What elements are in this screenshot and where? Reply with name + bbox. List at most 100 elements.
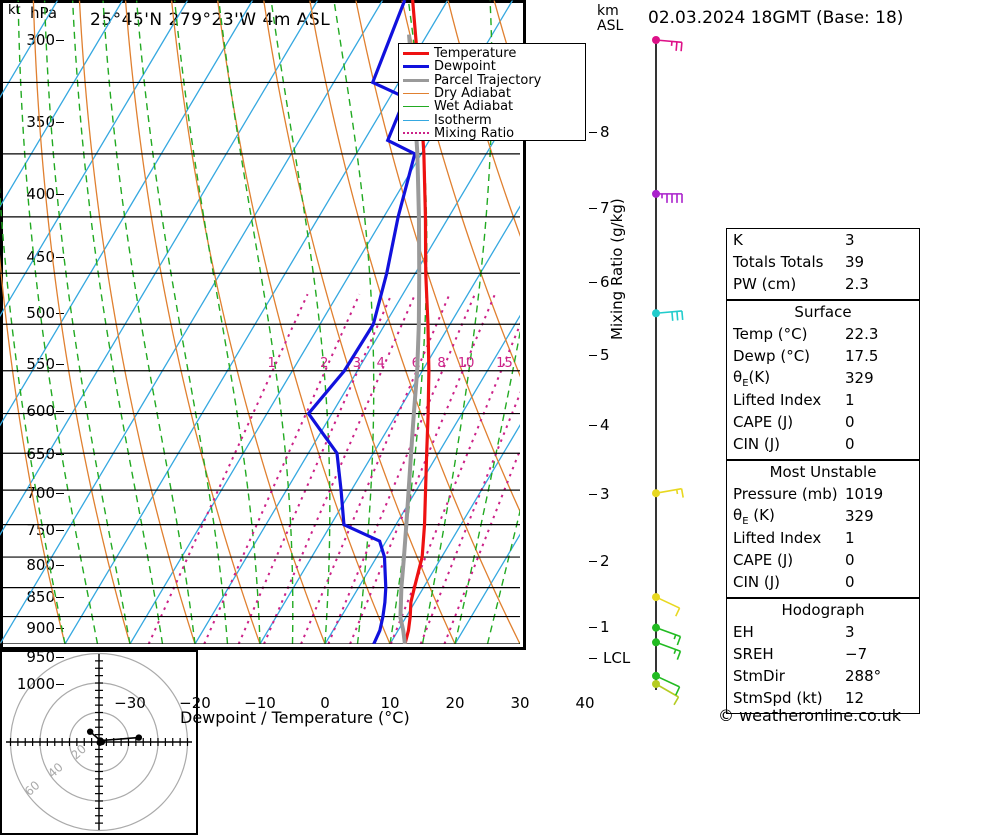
legend-swatch [403, 93, 429, 94]
height-tick [589, 561, 597, 562]
legend-swatch [403, 106, 429, 107]
info-key: Temp (°C) [733, 325, 845, 343]
info-value: 1019 [845, 485, 913, 503]
info-value: 329 [845, 369, 913, 387]
height-tick [589, 425, 597, 426]
info-row: θE (K)329 [727, 505, 919, 527]
hodograph-ring-label: 20 [68, 742, 89, 763]
info-key: EH [733, 623, 845, 641]
height-tick-label: 2 [600, 552, 610, 570]
info-value: 2.3 [845, 275, 913, 293]
legend-item: Mixing Ratio [403, 127, 581, 140]
info-key: K [733, 231, 845, 249]
mixing-ratio-line [421, 294, 520, 644]
wind-barb-column [620, 30, 710, 730]
legend-swatch [403, 132, 429, 134]
pressure-tick [56, 657, 64, 658]
wind-barb [652, 489, 683, 498]
info-key: CAPE (J) [733, 413, 845, 431]
info-row: CAPE (J)0 [727, 549, 919, 571]
info-value: 3 [845, 623, 913, 641]
height-tick [589, 282, 597, 283]
legend-label: Dewpoint [434, 60, 496, 73]
info-key: SREH [733, 645, 845, 663]
info-row: Dewp (°C)17.5 [727, 345, 919, 367]
legend-item: Isotherm [403, 113, 581, 126]
wet-adiabat-line [103, 0, 195, 644]
legend-swatch [403, 52, 429, 55]
info-value: 39 [845, 253, 913, 271]
dry-adiabat-line [79, 0, 195, 644]
legend-swatch [403, 79, 429, 82]
info-key: StmDir [733, 667, 845, 685]
hodograph-ring-label: 40 [45, 760, 66, 781]
mixing-ratio-label: 4 [377, 356, 385, 371]
legend-label: Mixing Ratio [434, 127, 514, 140]
legend-item: Parcel Trajectory [403, 74, 581, 87]
info-key: CIN (J) [733, 573, 845, 591]
info-row: CIN (J)0 [727, 433, 919, 455]
wet-adiabat-line [334, 0, 374, 644]
info-key: StmSpd (kt) [733, 689, 845, 707]
info-row: Temp (°C)22.3 [727, 323, 919, 345]
info-value: 3 [845, 231, 913, 249]
info-value: 329 [845, 507, 913, 525]
info-key: PW (cm) [733, 275, 845, 293]
date-time-header: 02.03.2024 18GMT (Base: 18) [648, 8, 903, 28]
temperature-tick-label: −30 [100, 694, 160, 712]
height-tick-label: 8 [600, 123, 610, 141]
hodograph-point [136, 734, 142, 740]
pressure-tick [56, 684, 64, 685]
height-tick-label: 3 [600, 485, 610, 503]
legend-item: Wet Adiabat [403, 100, 581, 113]
legend-swatch [403, 120, 429, 121]
mixing-ratio-label: 15 [496, 356, 513, 371]
info-row: PW (cm)2.3 [727, 273, 919, 295]
info-box-title: Hodograph [727, 599, 919, 621]
dry-adiabat-line [0, 0, 65, 644]
info-row: θE(K)329 [727, 367, 919, 389]
legend-label: Dry Adiabat [434, 87, 511, 100]
legend-item: Dewpoint [403, 60, 581, 73]
info-value: 0 [845, 551, 913, 569]
info-key: Lifted Index [733, 391, 845, 409]
info-box-title: Most Unstable [727, 461, 919, 483]
info-value: 17.5 [845, 347, 913, 365]
lcl-tick [589, 658, 597, 659]
height-tick-label: 1 [600, 618, 610, 636]
height-tick [589, 627, 597, 628]
mixing-ratio-line [149, 294, 308, 644]
height-tick [589, 494, 597, 495]
x-axis-title: Dewpoint / Temperature (°C) [180, 708, 410, 727]
mixing-ratio-label: 1 [268, 356, 276, 371]
isotherm-line [0, 0, 318, 644]
height-unit-line1: km [597, 4, 623, 19]
legend-label: Temperature [434, 47, 516, 60]
height-tick [589, 355, 597, 356]
dry-adiabat-line [218, 0, 390, 644]
height-tick [589, 208, 597, 209]
info-value: 1 [845, 529, 913, 547]
info-value: 288° [845, 667, 913, 685]
pressure-tick-label: 950 [5, 648, 55, 666]
hodograph-point [87, 728, 93, 734]
height-tick-label: 5 [600, 346, 610, 364]
info-row: SREH−7 [727, 643, 919, 665]
legend-item: Dry Adiabat [403, 87, 581, 100]
info-key: CAPE (J) [733, 551, 845, 569]
info-value: 0 [845, 435, 913, 453]
info-value: 1 [845, 391, 913, 409]
info-row: CAPE (J)0 [727, 411, 919, 433]
legend-label: Parcel Trajectory [434, 74, 541, 87]
hodograph-point [97, 737, 103, 743]
hodograph-ring-label: 60 [22, 778, 43, 799]
